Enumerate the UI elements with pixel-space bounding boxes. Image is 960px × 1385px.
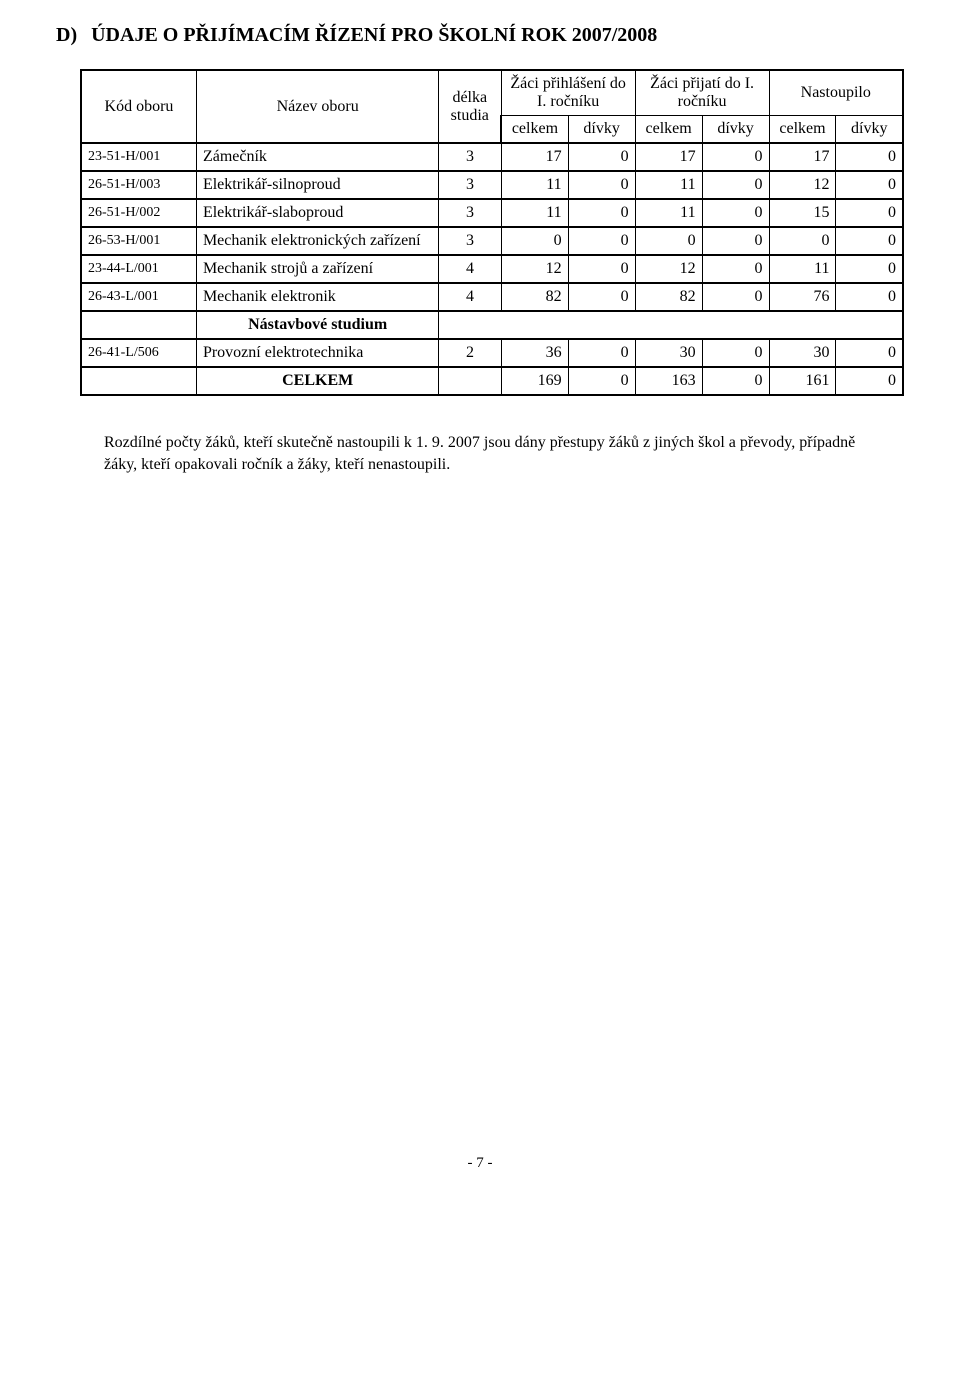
cell-enrolled-girls: 0 [836,283,903,311]
cell-duration: 4 [439,283,501,311]
cell-name: Elektrikář-silnoproud [196,171,438,199]
cell-applied-total: 17 [501,143,568,171]
section-heading: D) ÚDAJE O PŘIJÍMACÍM ŘÍZENÍ PRO ŠKOLNÍ … [56,24,904,47]
cell-applied-total: 82 [501,283,568,311]
table-row: 26-51-H/002Elektrikář-slaboproud31101101… [81,199,903,227]
cell-enrolled-girls: 0 [836,171,903,199]
cell-code: 26-53-H/001 [81,227,196,255]
cell-applied-total: 12 [501,255,568,283]
th-group-accepted: Žáci přijatí do I. ročníku [635,70,769,116]
cell-duration: 3 [439,227,501,255]
cell-accepted-total: 11 [635,171,702,199]
cell-accepted-girls: 0 [702,339,769,367]
cell-applied-girls: 0 [568,339,635,367]
cell-enrolled-girls: 0 [836,199,903,227]
cell-enrolled-total: 15 [769,199,836,227]
cell-name: Provozní elektrotechnika [196,339,438,367]
cell-enrolled-total: 12 [769,171,836,199]
cell-name: Elektrikář-slaboproud [196,199,438,227]
th-accepted-girls: dívky [702,116,769,144]
table-row: 26-51-H/003Elektrikář-silnoproud31101101… [81,171,903,199]
page-number: - 7 - [56,1155,904,1172]
totals-applied-total: 169 [501,367,568,395]
th-duration: délka studia [439,70,501,143]
cell-applied-girls: 0 [568,143,635,171]
cell-duration: 3 [439,143,501,171]
cell-accepted-total: 82 [635,283,702,311]
cell-applied-girls: 0 [568,227,635,255]
th-code: Kód oboru [81,70,196,143]
cell-enrolled-girls: 0 [836,255,903,283]
th-applied-total: celkem [501,116,568,144]
cell-name: Mechanik elektronik [196,283,438,311]
cell-name: Mechanik strojů a zařízení [196,255,438,283]
cell-enrolled-total: 17 [769,143,836,171]
table-row: 23-51-H/001Zámečník3170170170 [81,143,903,171]
cell-accepted-total: 12 [635,255,702,283]
section-label: Nástavbové studium [196,311,438,339]
cell-enrolled-total: 0 [769,227,836,255]
cell-enrolled-girls: 0 [836,339,903,367]
cell-accepted-girls: 0 [702,255,769,283]
cell-duration: 3 [439,171,501,199]
th-group-applied: Žáci přihlášení do I. ročníku [501,70,635,116]
cell-accepted-girls: 0 [702,199,769,227]
totals-row: CELKEM 169 0 163 0 161 0 [81,367,903,395]
cell-duration: 4 [439,255,501,283]
footnote: Rozdílné počty žáků, kteří skutečně nast… [104,432,872,475]
cell-accepted-girls: 0 [702,227,769,255]
cell-accepted-total: 17 [635,143,702,171]
cell-applied-girls: 0 [568,199,635,227]
cell-enrolled-girls: 0 [836,227,903,255]
totals-applied-girls: 0 [568,367,635,395]
totals-accepted-girls: 0 [702,367,769,395]
admissions-table: Kód oboru Název oboru délka studia Žáci … [80,69,904,396]
cell-accepted-girls: 0 [702,143,769,171]
heading-title: ÚDAJE O PŘIJÍMACÍM ŘÍZENÍ PRO ŠKOLNÍ ROK… [91,24,657,47]
cell-applied-girls: 0 [568,255,635,283]
cell-applied-girls: 0 [568,283,635,311]
cell-enrolled-girls: 0 [836,143,903,171]
totals-enrolled-total: 161 [769,367,836,395]
th-group-enrolled: Nastoupilo [769,70,903,116]
th-accepted-total: celkem [635,116,702,144]
th-enrolled-total: celkem [769,116,836,144]
th-enrolled-girls: dívky [836,116,903,144]
cell-applied-total: 11 [501,199,568,227]
cell-code: 26-51-H/002 [81,199,196,227]
cell-enrolled-total: 76 [769,283,836,311]
cell-duration: 2 [439,339,501,367]
cell-code: 26-43-L/001 [81,283,196,311]
cell-applied-total: 36 [501,339,568,367]
th-applied-girls: dívky [568,116,635,144]
cell-code: 23-44-L/001 [81,255,196,283]
cell-code: 26-41-L/506 [81,339,196,367]
section-heading-row: Nástavbové studium [81,311,903,339]
cell-accepted-total: 30 [635,339,702,367]
cell-code: 26-51-H/003 [81,171,196,199]
cell-accepted-girls: 0 [702,283,769,311]
cell-name: Mechanik elektronických zařízení [196,227,438,255]
cell-code: 23-51-H/001 [81,143,196,171]
cell-applied-girls: 0 [568,171,635,199]
cell-name: Zámečník [196,143,438,171]
heading-letter: D) [56,24,77,47]
cell-applied-total: 0 [501,227,568,255]
totals-label: CELKEM [196,367,438,395]
th-name: Název oboru [196,70,438,143]
table-row: 26-41-L/506Provozní elektrotechnika23603… [81,339,903,367]
cell-accepted-total: 0 [635,227,702,255]
totals-enrolled-girls: 0 [836,367,903,395]
cell-accepted-girls: 0 [702,171,769,199]
table-row: 23-44-L/001Mechanik strojů a zařízení412… [81,255,903,283]
cell-accepted-total: 11 [635,199,702,227]
cell-duration: 3 [439,199,501,227]
table-row: 26-43-L/001Mechanik elektronik4820820760 [81,283,903,311]
table-row: 26-53-H/001Mechanik elektronických zaříz… [81,227,903,255]
cell-enrolled-total: 11 [769,255,836,283]
totals-accepted-total: 163 [635,367,702,395]
cell-enrolled-total: 30 [769,339,836,367]
cell-applied-total: 11 [501,171,568,199]
